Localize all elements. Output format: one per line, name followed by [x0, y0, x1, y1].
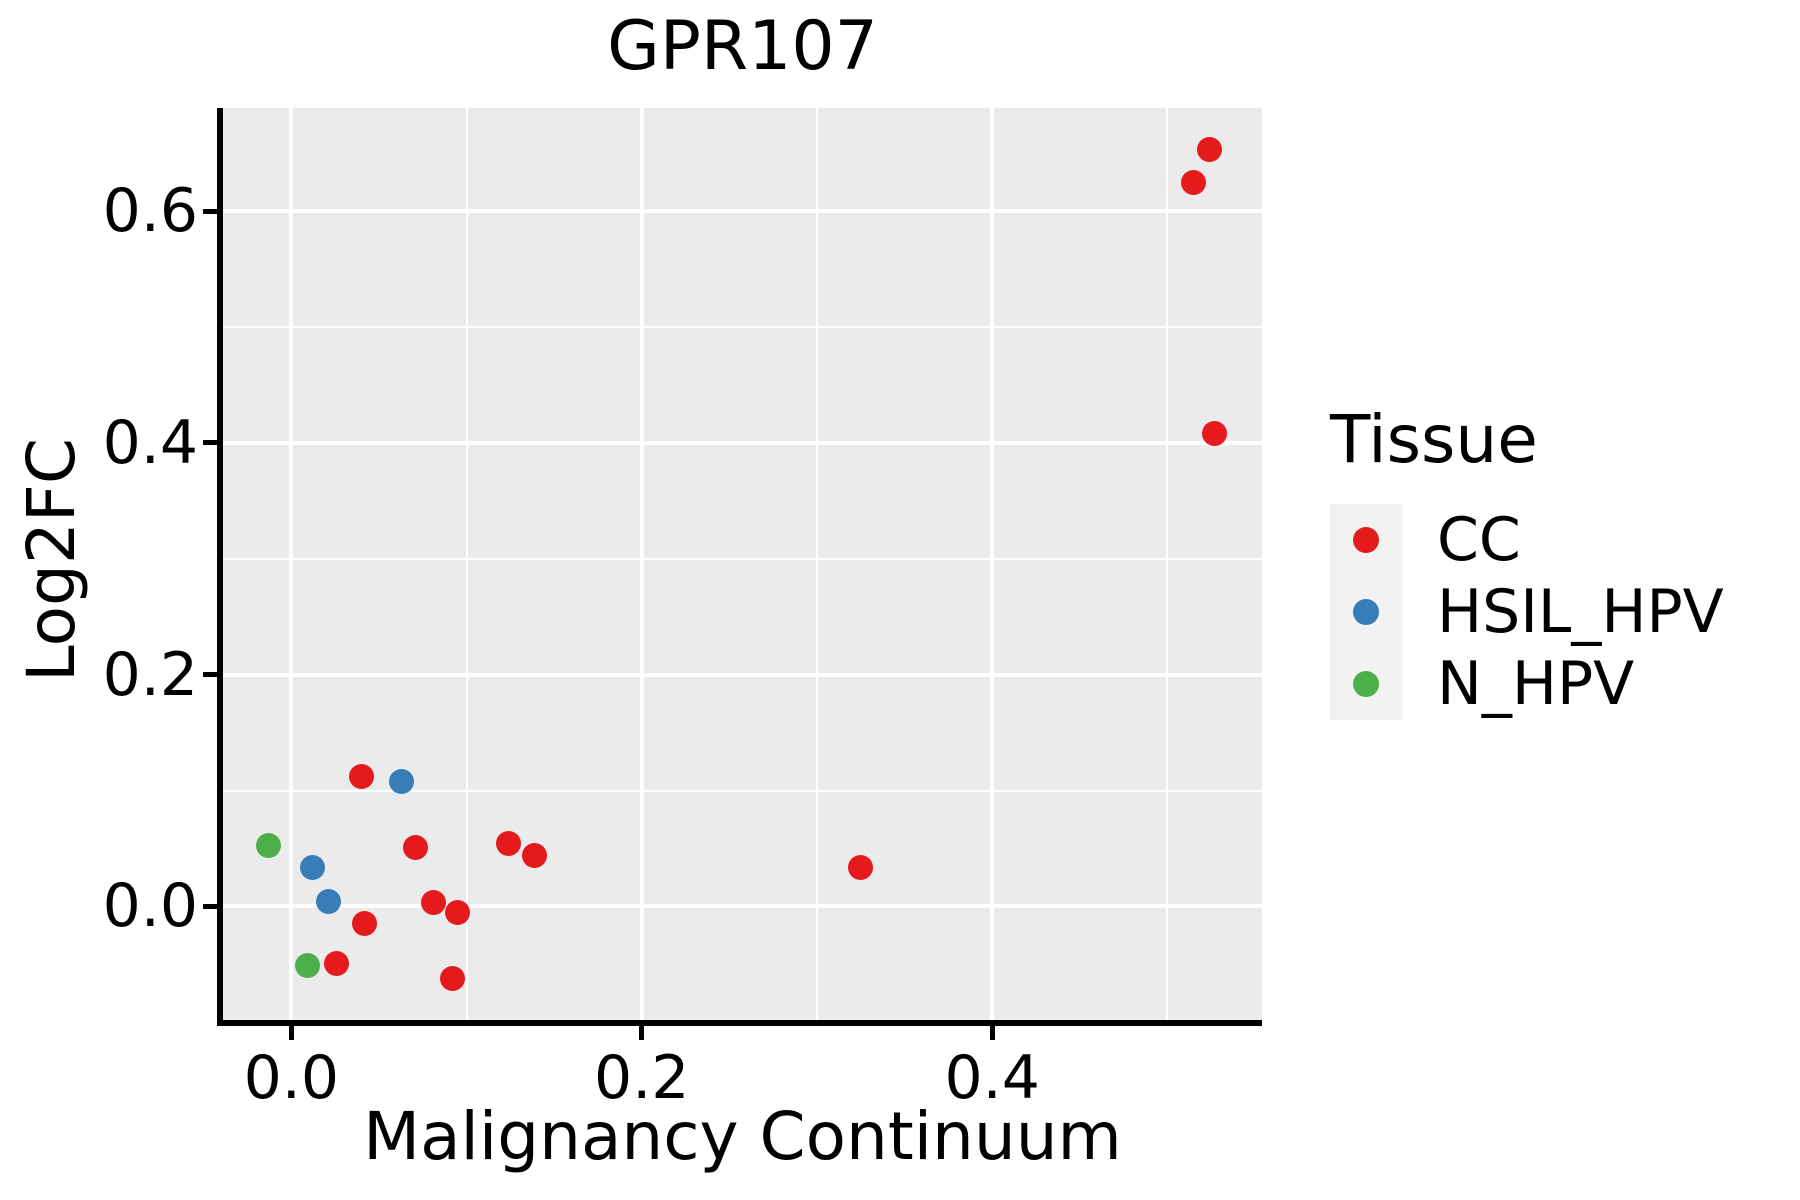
- legend-key-hsil_hpv: [1330, 576, 1403, 648]
- data-point-cc: [1196, 137, 1222, 163]
- x-axis-line: [217, 1020, 1262, 1026]
- y-axis-tick: [203, 903, 217, 909]
- plot-title: GPR107: [607, 7, 878, 86]
- x-axis-tick-label: 0.0: [243, 1043, 340, 1113]
- data-point-cc: [352, 911, 378, 937]
- y-axis-tick-label: 0.6: [102, 176, 198, 247]
- x-axis-tick-label: 0.4: [944, 1043, 1040, 1113]
- data-point-n_hpv: [256, 832, 282, 858]
- data-point-cc: [324, 950, 350, 976]
- gridline-y-major: [223, 904, 1262, 909]
- y-axis-tick: [203, 672, 217, 678]
- y-axis-tick-label: 0.2: [102, 639, 198, 710]
- gridline-x-major: [639, 108, 644, 1020]
- x-axis-tick: [639, 1026, 645, 1040]
- x-axis-tick-label: 0.2: [594, 1043, 690, 1113]
- plot-panel: [223, 108, 1262, 1020]
- gridline-y-major: [223, 209, 1262, 214]
- data-point-cc: [445, 899, 471, 925]
- data-point-hsil_hpv: [315, 889, 341, 915]
- legend-dot-n_hpv: [1353, 671, 1379, 697]
- x-axis-title: Malignancy Continuum: [363, 1098, 1122, 1175]
- data-point-cc: [1181, 169, 1207, 195]
- y-axis-tick-label: 0.0: [102, 871, 198, 942]
- data-point-cc: [496, 831, 522, 857]
- legend-label-cc: CC: [1437, 505, 1521, 575]
- gridline-y-major: [223, 672, 1262, 677]
- legend-dot-hsil_hpv: [1353, 599, 1379, 625]
- data-point-hsil_hpv: [389, 768, 415, 794]
- legend-title: Tissue: [1330, 401, 1538, 478]
- gridline-y-minor: [223, 789, 1262, 792]
- gridline-y-major: [223, 440, 1262, 445]
- gridline-x-minor: [815, 108, 818, 1020]
- y-axis-tick: [203, 440, 217, 446]
- legend-key-cc: [1330, 504, 1403, 576]
- gridline-x-major: [289, 108, 294, 1020]
- y-axis-tick-label: 0.4: [102, 407, 198, 478]
- data-point-cc: [348, 764, 374, 790]
- data-point-cc: [522, 842, 548, 868]
- y-axis-line: [217, 108, 223, 1026]
- legend-dot-cc: [1353, 527, 1379, 553]
- data-point-cc: [848, 854, 874, 880]
- x-axis-tick: [288, 1026, 294, 1040]
- gridline-y-minor: [223, 557, 1262, 560]
- gridline-x-minor: [465, 108, 468, 1020]
- legend-label-hsil_hpv: HSIL_HPV: [1437, 577, 1724, 647]
- data-point-n_hpv: [294, 953, 320, 979]
- data-point-hsil_hpv: [299, 854, 325, 880]
- data-point-cc: [420, 890, 446, 916]
- legend-key-n_hpv: [1330, 648, 1403, 720]
- data-point-cc: [403, 834, 429, 860]
- gridline-y-minor: [223, 326, 1262, 329]
- data-point-cc: [1202, 421, 1228, 447]
- y-axis-tick: [203, 208, 217, 214]
- x-axis-tick: [989, 1026, 995, 1040]
- legend-label-n_hpv: N_HPV: [1437, 649, 1635, 719]
- data-point-cc: [440, 965, 466, 991]
- gridline-x-minor: [1166, 108, 1169, 1020]
- gridline-x-major: [990, 108, 995, 1020]
